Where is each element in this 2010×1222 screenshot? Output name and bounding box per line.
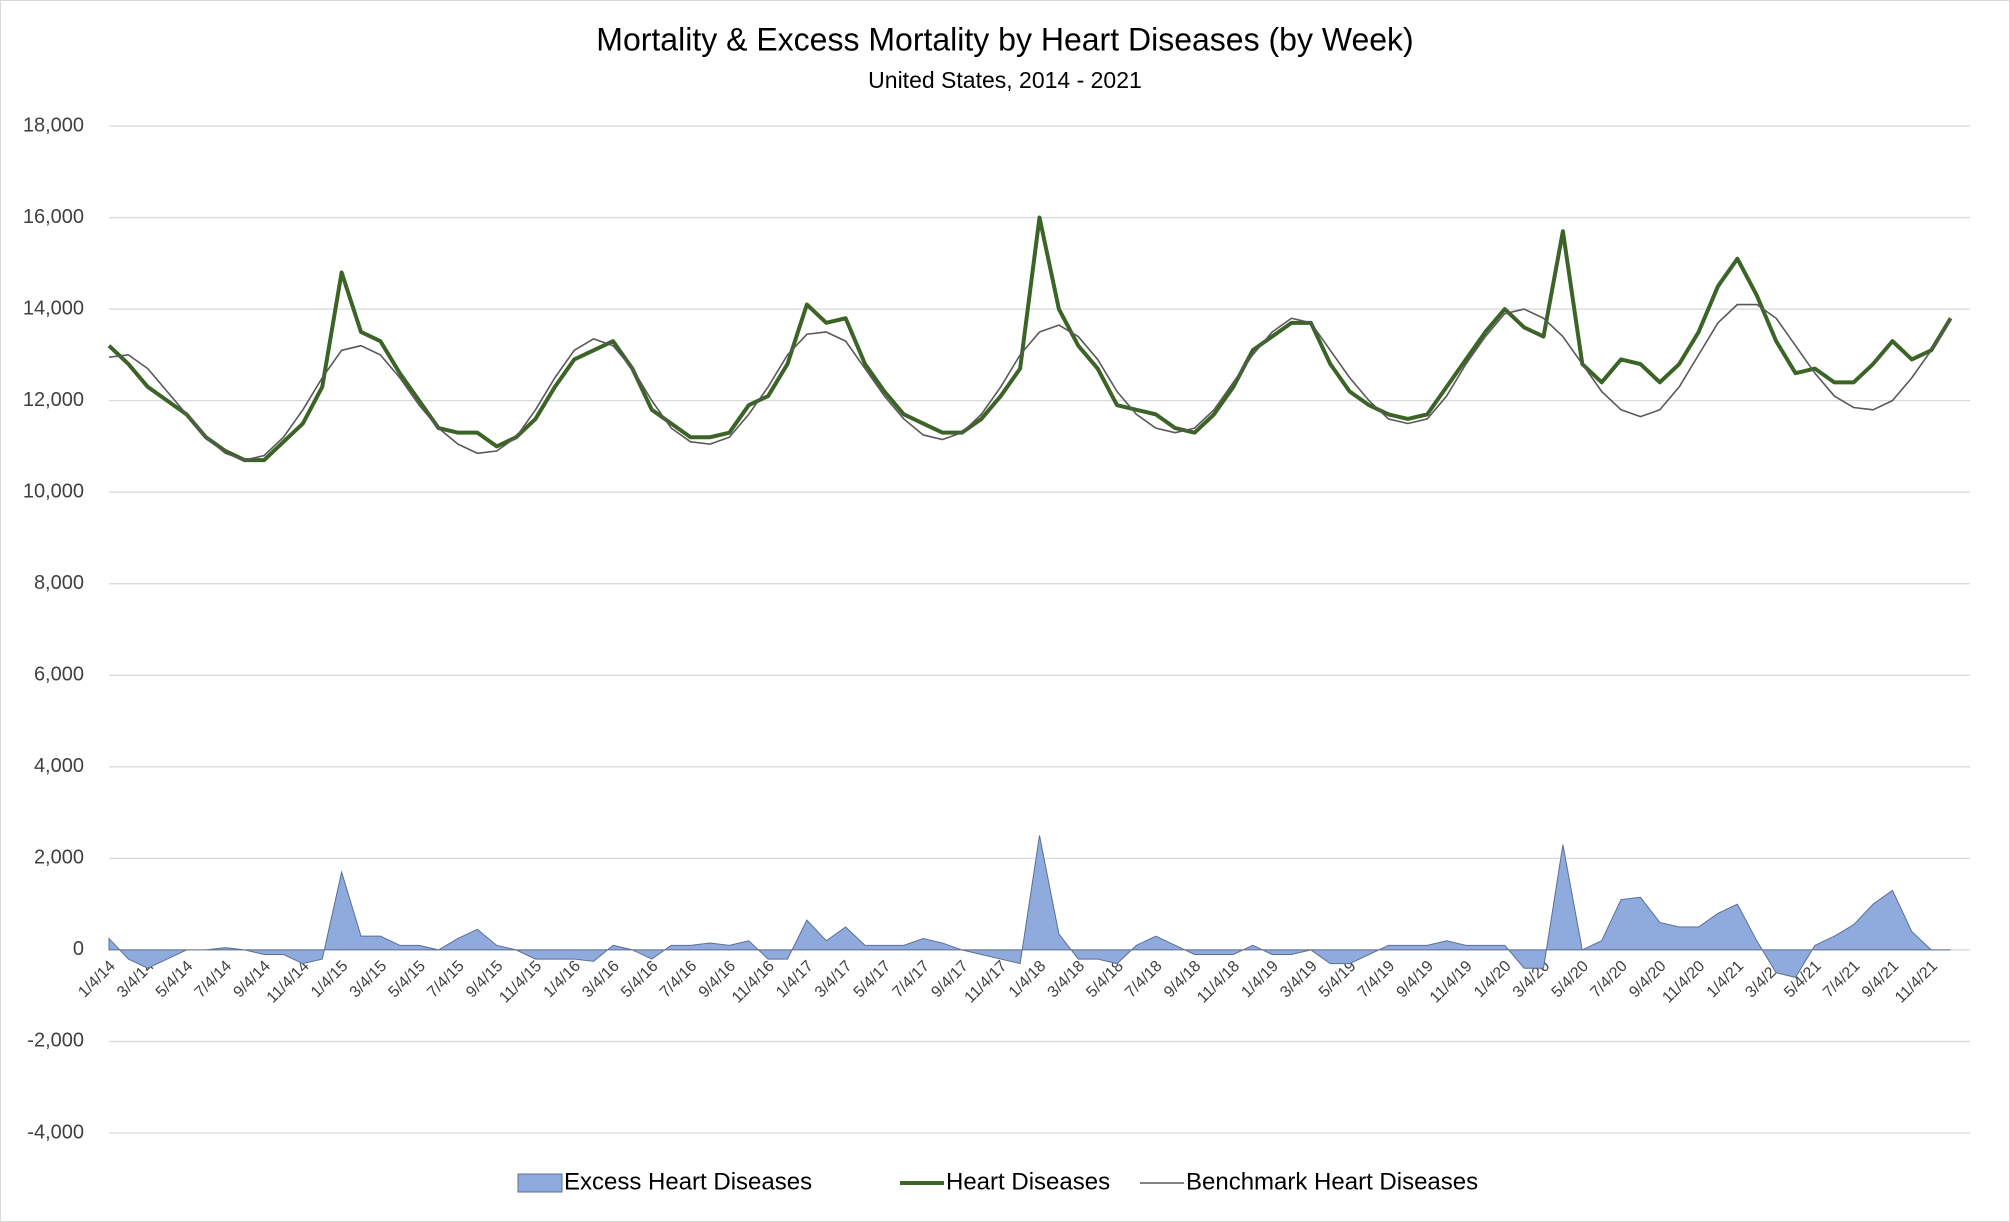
legend-swatch xyxy=(517,1173,563,1193)
series-line xyxy=(107,215,1953,463)
y-tick-label: 8,000 xyxy=(34,572,84,594)
chart-subtitle: United States, 2014 - 2021 xyxy=(868,67,1142,93)
y-tick-label: -4,000 xyxy=(27,1121,84,1143)
chart-title: Mortality & Excess Mortality by Heart Di… xyxy=(596,21,1413,57)
legend-label: Excess Heart Diseases xyxy=(564,1168,812,1195)
y-tick-label: 10,000 xyxy=(23,480,84,502)
y-tick-label: 4,000 xyxy=(34,755,84,777)
y-tick-label: 18,000 xyxy=(23,114,84,136)
y-tick-label: 2,000 xyxy=(34,847,84,869)
y-tick-label: -2,000 xyxy=(27,1030,84,1052)
y-tick-label: 6,000 xyxy=(34,664,84,686)
legend-label: Heart Diseases xyxy=(946,1168,1110,1195)
y-tick-label: 12,000 xyxy=(23,389,84,411)
series-line xyxy=(108,303,1952,461)
y-tick-label: 16,000 xyxy=(23,206,84,228)
y-tick-label: 0 xyxy=(73,938,84,960)
y-tick-label: 14,000 xyxy=(23,297,84,319)
legend-label: Benchmark Heart Diseases xyxy=(1186,1168,1478,1195)
excess-area xyxy=(108,835,1951,978)
